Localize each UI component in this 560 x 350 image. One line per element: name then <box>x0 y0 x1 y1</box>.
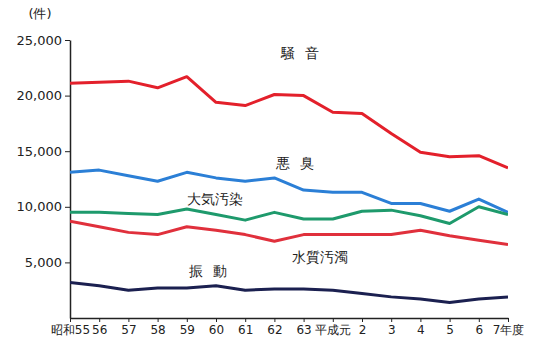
x-tick: 4 <box>417 318 425 337</box>
x-tick-label: 59 <box>180 323 195 337</box>
series-label: 騒音 <box>280 45 329 61</box>
x-tick-mark <box>158 318 159 322</box>
x-tick: 63 <box>296 318 311 337</box>
x-tick-mark <box>450 318 451 322</box>
x-tick-mark <box>304 318 305 322</box>
series-line <box>70 282 508 302</box>
x-tick-mark <box>362 318 363 322</box>
x-tick-mark <box>187 318 188 322</box>
y-tick-mark <box>65 96 70 97</box>
x-tick-label: 56 <box>92 323 107 337</box>
x-tick-label: 57 <box>121 323 136 337</box>
x-tick-label: 昭和55 <box>51 323 90 337</box>
x-tick-label: 6 <box>475 323 483 337</box>
y-tick-label: 25,000 <box>17 33 63 48</box>
series-label: 水質汚濁 <box>292 249 348 265</box>
x-tick-mark <box>333 318 334 322</box>
x-tick: 2 <box>359 318 367 337</box>
x-tick-mark <box>128 318 129 322</box>
series-label: 大気汚染 <box>187 191 243 207</box>
x-tick-label: 2 <box>359 323 367 337</box>
y-tick-mark <box>65 40 70 41</box>
x-tick-label: 60 <box>209 323 224 337</box>
x-tick-label: 63 <box>296 323 311 337</box>
x-tick-mark <box>216 318 217 322</box>
x-tick-label: 3 <box>388 323 396 337</box>
y-tick: 20,000 <box>17 88 71 103</box>
y-tick-mark <box>65 151 70 152</box>
plot-area <box>70 77 508 303</box>
x-tick: 58 <box>150 318 165 337</box>
y-axis: 5,000 10,000 15,000 20,000 25,000 <box>17 33 71 319</box>
x-tick: 56 <box>92 318 107 337</box>
x-axis: 昭和555657585960616263平成元234567年度 <box>51 318 524 337</box>
y-tick-label: 10,000 <box>17 199 63 214</box>
y-tick-label: 20,000 <box>17 88 63 103</box>
y-tick: 25,000 <box>17 33 71 48</box>
x-axis-line <box>71 318 509 320</box>
x-tick: 7年度 <box>493 318 525 337</box>
x-tick-mark <box>508 318 509 322</box>
y-tick: 10,000 <box>17 199 71 214</box>
x-tick-label: 4 <box>417 323 425 337</box>
x-tick-mark <box>274 318 275 322</box>
x-tick: 平成元 <box>315 318 351 337</box>
x-tick-label: 7年度 <box>493 323 525 337</box>
x-tick-mark <box>70 318 71 322</box>
x-tick-label: 58 <box>150 323 165 337</box>
y-axis-title: (件) <box>28 6 51 21</box>
y-tick: 15,000 <box>17 144 71 159</box>
y-tick-mark <box>65 207 70 208</box>
x-tick: 5 <box>446 318 454 337</box>
y-tick: 5,000 <box>25 255 70 270</box>
x-tick-mark <box>245 318 246 322</box>
x-tick-mark <box>420 318 421 322</box>
series-line <box>70 170 508 212</box>
x-tick-mark <box>391 318 392 322</box>
series-line <box>70 221 508 244</box>
x-tick: 57 <box>121 318 136 337</box>
y-tick-label: 5,000 <box>25 255 62 270</box>
x-tick: 61 <box>238 318 253 337</box>
x-tick-label: 62 <box>267 323 282 337</box>
x-tick-label: 61 <box>238 323 253 337</box>
x-tick: 昭和55 <box>51 318 90 337</box>
x-tick: 3 <box>388 318 396 337</box>
x-tick: 6 <box>475 318 483 337</box>
x-tick-label: 平成元 <box>315 323 351 337</box>
x-tick: 62 <box>267 318 282 337</box>
x-tick-mark <box>479 318 480 322</box>
chart: 5,00010,00015,00020,00025,000昭和555657585… <box>0 0 560 350</box>
x-tick-label: 5 <box>446 323 454 337</box>
x-tick-mark <box>99 318 100 322</box>
x-tick: 60 <box>209 318 224 337</box>
series-label: 悪臭 <box>275 155 324 171</box>
y-tick-mark <box>65 262 70 263</box>
series-label: 振動 <box>189 263 237 279</box>
series-line <box>70 207 508 224</box>
x-tick: 59 <box>180 318 195 337</box>
y-tick-label: 15,000 <box>17 144 63 159</box>
